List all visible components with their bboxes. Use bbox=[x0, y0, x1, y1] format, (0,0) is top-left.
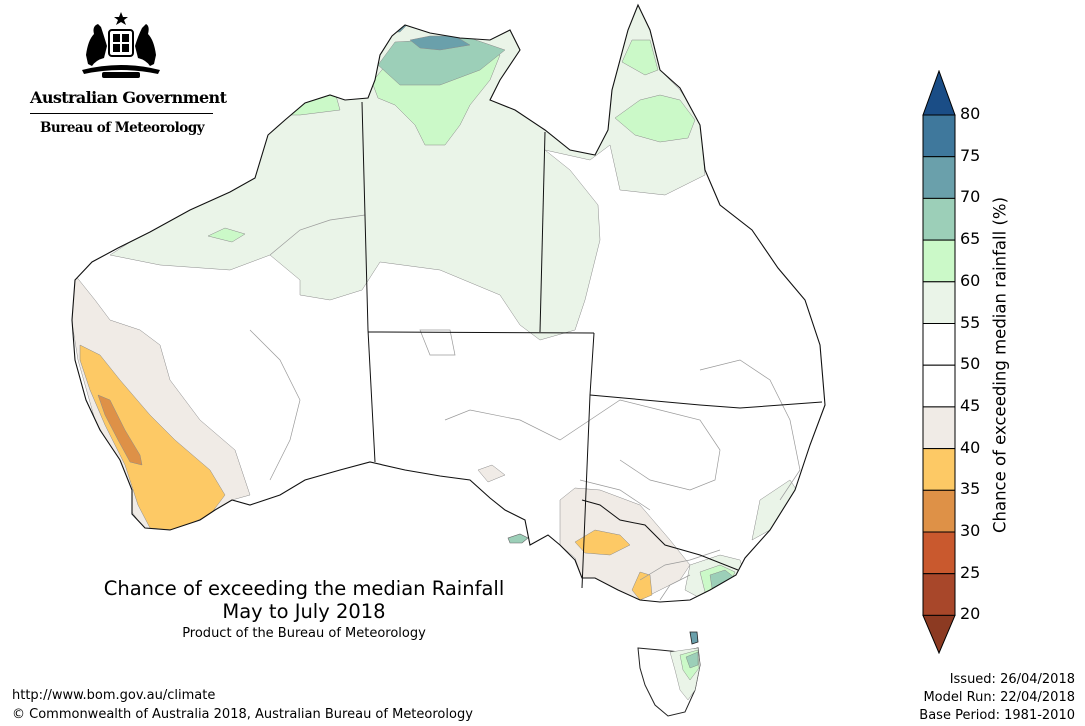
colorbar-tick-label: 20 bbox=[960, 604, 981, 624]
region-40-45-sa-small bbox=[477, 464, 506, 483]
colorbar-70-75 bbox=[922, 156, 956, 199]
colorbar-tick-label: 30 bbox=[960, 521, 981, 540]
colorbar bbox=[922, 70, 956, 654]
colorbar-tick-label: 75 bbox=[960, 145, 981, 165]
region-60-65-cape-york bbox=[614, 94, 696, 143]
wa-border bbox=[361, 101, 376, 463]
colorbar-65-70 bbox=[922, 197, 956, 241]
issued-date: Issued: 26/04/2018 bbox=[949, 672, 1075, 687]
qld-nsw-border bbox=[589, 394, 823, 409]
colorbar-title-text: Chance of exceeding median rainfall (%) bbox=[990, 196, 1010, 534]
tasmania-65-70 bbox=[685, 651, 699, 669]
colorbar-60-65 bbox=[922, 239, 956, 283]
kangaroo-island bbox=[507, 533, 529, 544]
colorbar-55-60 bbox=[922, 281, 956, 325]
region-35-40-sa bbox=[574, 529, 631, 556]
colorbar-45-50 bbox=[922, 364, 956, 408]
product-note: Product of the Bureau of Meteorology bbox=[182, 626, 426, 641]
base-period: Base Period: 1981-2010 bbox=[919, 708, 1075, 723]
coat-of-arms-icon bbox=[82, 12, 160, 78]
colorbar-30-35 bbox=[922, 489, 956, 533]
colorbar-top-triangle bbox=[922, 70, 956, 116]
region-70-75-arnhem bbox=[409, 35, 471, 51]
colorbar-35-40 bbox=[922, 448, 956, 491]
colorbar-40-45 bbox=[922, 406, 956, 450]
colorbar-tick-label: 40 bbox=[960, 437, 981, 457]
agency-name: Bureau of Meteorology bbox=[40, 120, 205, 136]
map-title-line2: May to July 2018 bbox=[222, 600, 386, 623]
logo-divider bbox=[30, 113, 213, 114]
nsw-vic-border bbox=[581, 499, 739, 571]
colorbar-bottom-triangle bbox=[922, 614, 956, 654]
colorbar-tick-label: 35 bbox=[960, 479, 981, 499]
colorbar-tick-label: 50 bbox=[960, 354, 981, 374]
colorbar-50-55 bbox=[922, 323, 956, 366]
flinders-island bbox=[689, 631, 699, 645]
colorbar-tick-label: 65 bbox=[960, 229, 981, 249]
colorbar-tick-label: 60 bbox=[960, 270, 981, 290]
colorbar-25-30 bbox=[922, 531, 956, 575]
website-url[interactable]: http://www.bom.gov.au/climate bbox=[12, 688, 216, 703]
government-name: Australian Government bbox=[30, 88, 227, 107]
copyright-notice: © Commonwealth of Australia 2018, Austra… bbox=[12, 707, 473, 722]
region-60-65-cape-tip bbox=[621, 39, 659, 76]
model-run-date: Model Run: 22/04/2018 bbox=[923, 690, 1075, 705]
contour-lines bbox=[249, 214, 801, 601]
region-65-70-top-end bbox=[377, 37, 506, 86]
colorbar-20-25 bbox=[922, 573, 956, 616]
colorbar-tick-label: 25 bbox=[960, 562, 981, 582]
colorbar-75-80 bbox=[922, 114, 956, 158]
colorbar-tick-label: 45 bbox=[960, 395, 981, 415]
nt-qld-border bbox=[539, 131, 546, 333]
region-30-35-wa bbox=[97, 394, 143, 466]
nt-sa-border bbox=[367, 331, 595, 334]
region-60-65-kimberley bbox=[269, 79, 341, 116]
map-title: Chance of exceeding the median Rainfall … bbox=[60, 577, 548, 623]
region-35-40-vic bbox=[631, 571, 653, 601]
map-title-line1: Chance of exceeding the median Rainfall bbox=[103, 577, 505, 600]
region-60-65-pilbara bbox=[207, 227, 246, 243]
state-borders bbox=[361, 101, 823, 589]
colorbar-tick-label: 80 bbox=[960, 104, 981, 123]
issue-metadata: Issued: 26/04/2018 Model Run: 22/04/2018… bbox=[919, 671, 1075, 725]
colorbar-tick-label: 55 bbox=[960, 312, 981, 332]
colorbar-tick-label: 70 bbox=[960, 187, 981, 207]
